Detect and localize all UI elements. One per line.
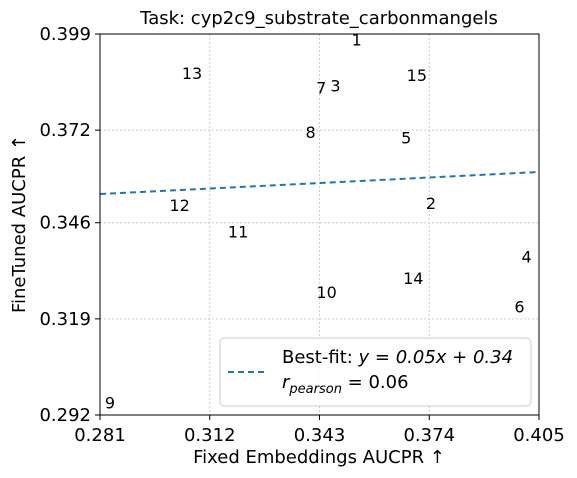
point-label-10: 10 xyxy=(316,283,336,302)
y-axis-ticks: 0.292 0.319 0.346 0.372 0.399 xyxy=(39,24,100,426)
point-label-4: 4 xyxy=(522,248,532,267)
legend-fit-formula: y = 0.05x + 0.34 xyxy=(358,347,514,368)
y-tick-label: 0.372 xyxy=(39,120,91,141)
point-label-1: 1 xyxy=(352,30,362,49)
point-label-11: 11 xyxy=(228,223,248,242)
point-label-6: 6 xyxy=(514,297,524,316)
point-label-15: 15 xyxy=(407,66,427,85)
point-label-13: 13 xyxy=(182,64,202,83)
point-label-3: 3 xyxy=(330,77,340,96)
point-label-7: 7 xyxy=(316,78,326,97)
y-tick-label: 0.346 xyxy=(39,213,91,234)
legend-pearson-value: = 0.06 xyxy=(342,372,409,393)
x-tick-label: 0.343 xyxy=(294,425,346,446)
x-tick-label: 0.281 xyxy=(74,425,126,446)
point-label-12: 12 xyxy=(169,196,189,215)
y-axis-title: FineTuned AUCPR ↑ xyxy=(9,135,30,313)
legend-fit-label: Best-fit: y = 0.05x + 0.34 xyxy=(282,347,513,368)
legend: Best-fit: y = 0.05x + 0.34 rpearson = 0.… xyxy=(219,337,532,407)
best-fit-line xyxy=(99,170,540,196)
point-label-9: 9 xyxy=(105,394,115,413)
y-tick-label: 0.399 xyxy=(39,24,91,45)
x-tick-label: 0.312 xyxy=(184,425,236,446)
x-tick-label: 0.374 xyxy=(403,425,455,446)
point-label-5: 5 xyxy=(401,128,411,147)
y-tick-label: 0.292 xyxy=(39,405,91,426)
legend-pearson-symbol: r xyxy=(282,372,291,393)
chart-title: Task: cyp2c9_substrate_carbonmangels xyxy=(139,8,498,29)
y-tick-label: 0.319 xyxy=(39,309,91,330)
best-fit-layer xyxy=(99,170,540,196)
x-axis-ticks: 0.281 0.312 0.343 0.374 0.405 xyxy=(74,415,565,446)
point-label-2: 2 xyxy=(426,194,436,213)
point-label-8: 8 xyxy=(306,123,316,142)
x-axis-title: Fixed Embeddings AUCPR ↑ xyxy=(193,447,445,468)
legend-pearson-subscript: pearson xyxy=(288,382,342,397)
legend-fit-prefix: Best-fit: xyxy=(282,347,359,368)
legend-pearson-label: rpearson = 0.06 xyxy=(282,372,409,397)
x-tick-label: 0.405 xyxy=(513,425,565,446)
legend-box xyxy=(219,337,532,407)
point-label-14: 14 xyxy=(403,269,423,288)
